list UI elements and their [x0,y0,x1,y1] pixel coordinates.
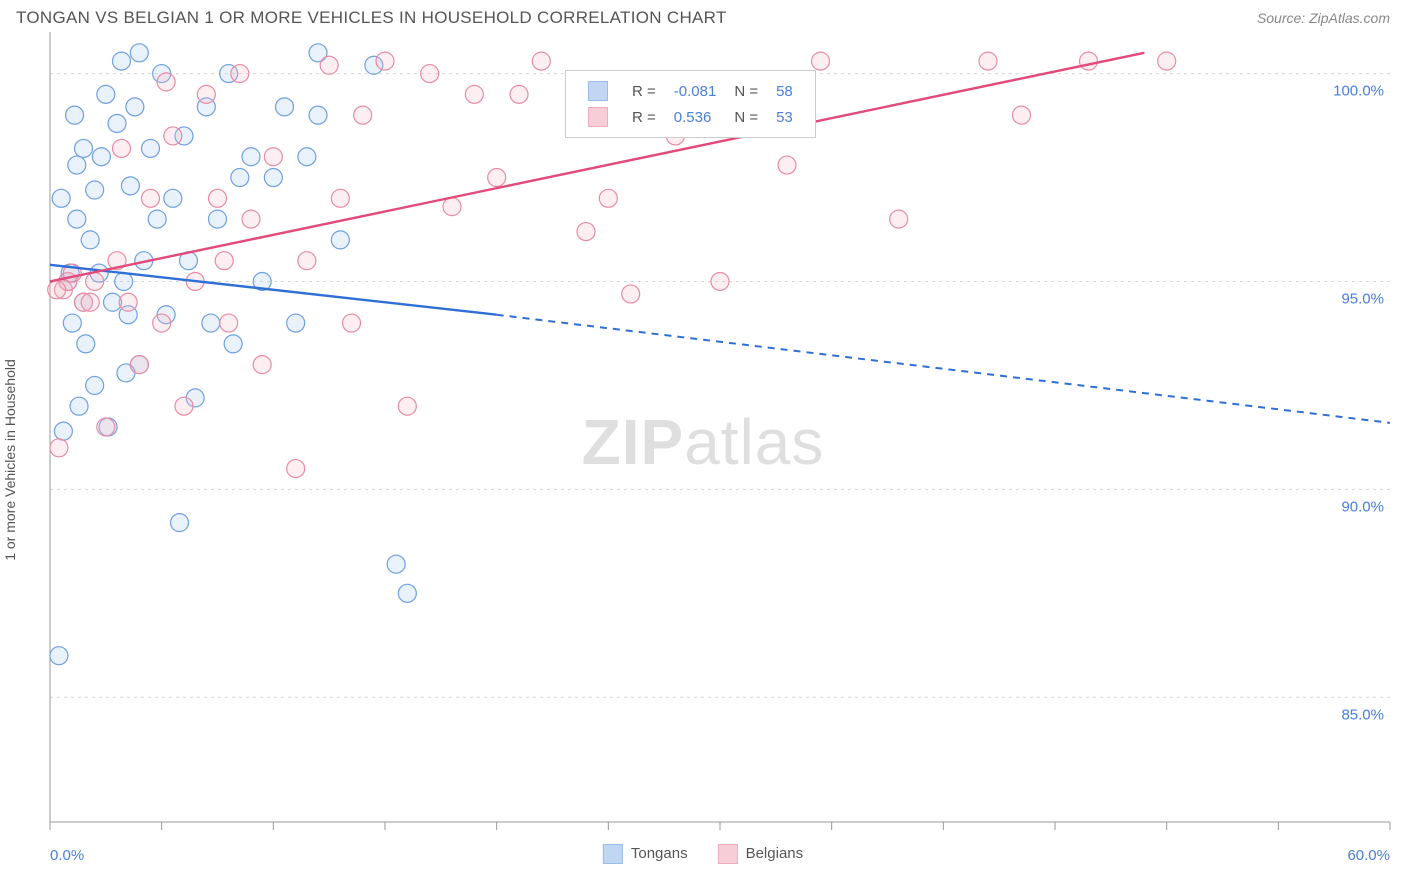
y-axis-label: 1 or more Vehicles in Household [2,359,18,561]
chart-title: TONGAN VS BELGIAN 1 OR MORE VEHICLES IN … [16,8,727,28]
chart-area: 1 or more Vehicles in Household 85.0% 90.… [0,32,1406,887]
series-legend: Tongans Belgians [603,844,803,864]
correlation-legend: R =-0.081N =58R =0.536N =53 [565,70,816,138]
legend-item: Belgians [718,844,804,864]
svg-text:0.0%: 0.0% [50,847,84,864]
svg-text:95.0%: 95.0% [1341,290,1384,307]
svg-text:90.0%: 90.0% [1341,498,1384,515]
svg-text:60.0%: 60.0% [1347,847,1390,864]
legend-item: Tongans [603,844,688,864]
svg-text:100.0%: 100.0% [1333,83,1384,100]
scatter-plot-svg: 85.0% 90.0% 95.0% 100.0% 0.0% 60.0% [0,32,1406,887]
svg-text:85.0%: 85.0% [1341,706,1384,723]
source-credit: Source: ZipAtlas.com [1257,10,1390,26]
